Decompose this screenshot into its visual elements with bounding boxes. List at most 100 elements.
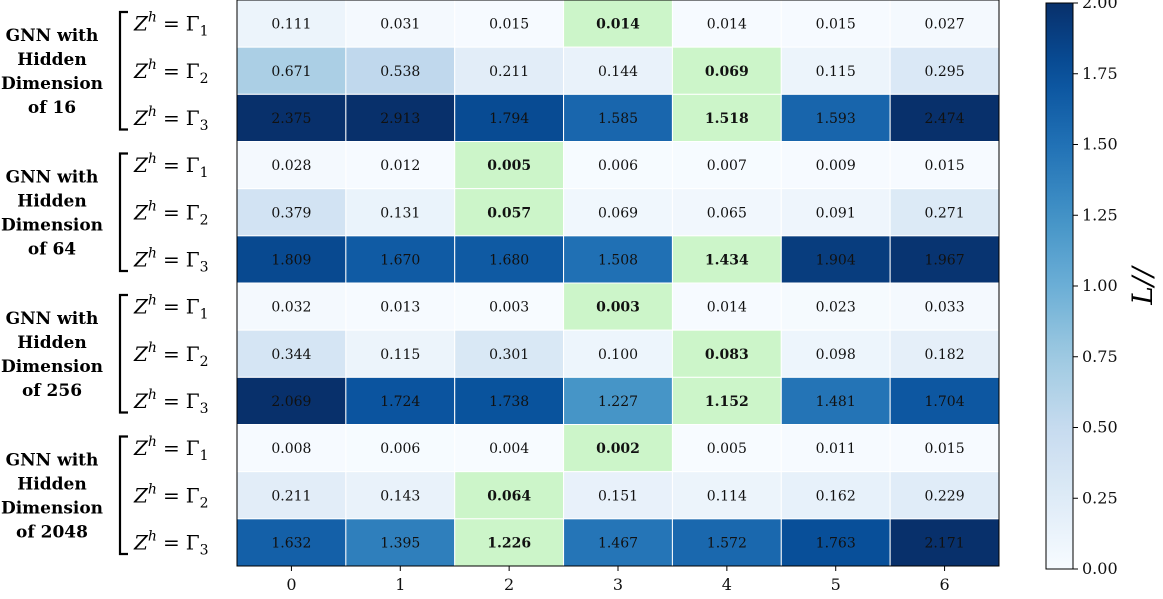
group-label-3-line-3: of 2048 [16,522,88,542]
cell-g1-r0-c2 [454,141,565,190]
cell-value-g1-r2-c6: 1.967 [925,252,965,268]
cell-g3-r2-c1 [345,518,456,567]
cell-value-g1-r2-c4: 1.434 [705,252,749,268]
cell-value-g3-r2-c5: 1.763 [816,535,856,551]
cell-value-g1-r2-c3: 1.508 [598,252,638,268]
cell-g1-r1-c3 [563,188,673,237]
cell-value-g0-r0-c3: 0.014 [596,17,640,33]
cell-value-g2-r2-c2: 1.738 [489,394,529,410]
cell-g3-r2-c5 [780,518,891,567]
group-label-3-line-2: Dimension [1,498,103,518]
cell-value-g2-r1-c5: 0.098 [816,347,856,363]
cell-value-g2-r1-c6: 0.182 [925,347,965,363]
row-label-g1-r1: Zh = Γ2 [133,198,209,228]
cell-g1-r0-c3 [563,141,673,190]
cell-value-g0-r2-c1: 2.913 [380,111,420,127]
group-label-0-line-3: of 16 [28,98,76,118]
cell-value-g3-r1-c6: 0.229 [925,488,965,504]
x-tick-label-6: 6 [939,575,949,594]
x-axis: 0 1 2 3 4 5 6 [286,566,950,594]
cell-g0-r1-c6 [889,46,1000,95]
cell-value-g2-r1-c4: 0.083 [705,347,749,363]
cell-value-g0-r0-c1: 0.031 [380,17,420,33]
group-bracket-0 [118,10,128,131]
row-label-g1-r2: Zh = Γ3 [133,245,209,275]
cell-value-g2-r2-c0: 2.069 [271,394,311,410]
cell-g2-r1-c6 [889,329,1000,378]
cell-g1-r1-c5 [780,188,891,237]
cell-value-g2-r0-c4: 0.014 [707,300,747,316]
cell-value-g3-r2-c0: 1.632 [271,535,311,551]
cell-g2-r1-c4 [671,329,782,378]
cell-value-g1-r1-c3: 0.069 [598,205,638,221]
cell-value-g3-r1-c1: 0.143 [380,488,420,504]
cell-value-g3-r0-c3: 0.002 [596,441,640,457]
cell-g0-r0-c2 [454,0,565,48]
cell-value-g0-r2-c4: 1.518 [705,111,749,127]
row-label-g1-r0: Zh = Γ1 [133,151,209,181]
cell-value-g2-r0-c5: 0.023 [816,300,856,316]
cell-value-g0-r1-c0: 0.671 [271,64,311,80]
cell-value-g1-r2-c0: 1.809 [271,252,311,268]
cell-g0-r1-c0 [236,46,347,95]
row-label-g2-r2: Zh = Γ3 [133,387,209,417]
x-tick-label-3: 3 [613,575,623,594]
cell-value-g2-r0-c2: 0.003 [489,300,529,316]
cell-value-g2-r1-c2: 0.301 [489,347,529,363]
cell-value-g0-r0-c2: 0.015 [489,17,529,33]
x-tick-label-4: 4 [722,575,732,594]
cell-value-g1-r0-c5: 0.009 [816,158,856,174]
cell-g3-r0-c4 [671,424,782,473]
cell-g1-r2-c5 [780,235,891,284]
x-tick-label-2: 2 [504,575,514,594]
cell-g2-r0-c2 [454,282,565,331]
heatmap-cells: 0.111 0.031 0.015 0.014 0.014 0.015 0.027 0.671… [236,0,1000,567]
cell-value-g1-r2-c2: 1.680 [489,252,529,268]
cell-g2-r1-c5 [780,329,891,378]
cell-g0-r0-c3 [563,0,673,48]
cell-g1-r2-c0 [236,235,347,284]
colorbar-tick-label-5: 1.25 [1082,205,1118,224]
cell-value-g0-r2-c0: 2.375 [271,111,311,127]
cell-value-g0-r1-c2: 0.211 [489,64,529,80]
cell-g3-r0-c3 [563,424,673,473]
row-label-g0-r2: Zh = Γ3 [133,104,209,134]
cell-value-g2-r1-c0: 0.344 [271,347,311,363]
cell-g0-r0-c4 [671,0,782,48]
colorbar-tick-label-6: 1.50 [1082,135,1118,154]
cell-value-g2-r2-c5: 1.481 [816,394,856,410]
cell-value-g2-r0-c3: 0.003 [596,300,640,316]
group-label-0-line-2: Dimension [1,74,103,94]
cell-g2-r2-c3 [563,376,673,426]
cell-g0-r2-c3 [563,93,673,143]
cell-g3-r1-c5 [780,471,891,520]
cell-value-g2-r2-c3: 1.227 [598,394,638,410]
cell-value-g0-r1-c5: 0.115 [816,64,856,80]
cell-g0-r2-c2 [454,93,565,143]
cell-value-g0-r2-c6: 2.474 [925,111,965,127]
row-label-g3-r0: Zh = Γ1 [133,434,209,464]
cell-g0-r2-c0 [236,93,347,143]
cell-value-g3-r2-c4: 1.572 [707,535,747,551]
group-bracket-2 [118,293,128,414]
cell-g0-r2-c1 [345,93,456,143]
group-label-3-line-0: GNN with [6,450,99,470]
cell-g0-r2-c4 [671,93,782,143]
colorbar-tick-label-0: 0.00 [1082,559,1118,578]
cell-value-g3-r0-c0: 0.008 [271,441,311,457]
cell-g2-r1-c1 [345,329,456,378]
group-label-1-line-0: GNN with [6,167,99,187]
cell-value-g2-r0-c1: 0.013 [380,300,420,316]
cell-value-g1-r1-c4: 0.065 [707,205,747,221]
cell-value-g2-r2-c1: 1.724 [380,394,420,410]
colorbar-tick-label-7: 1.75 [1082,64,1118,83]
cell-g3-r0-c6 [889,424,1000,473]
cell-g1-r2-c1 [345,235,456,284]
group-label-1-line-3: of 64 [28,239,76,259]
cell-g0-r0-c5 [780,0,891,48]
cell-value-g1-r0-c1: 0.012 [380,158,420,174]
cell-value-g0-r2-c3: 1.585 [598,111,638,127]
group-label-2-line-3: of 256 [22,381,82,401]
cell-value-g0-r0-c4: 0.014 [707,17,747,33]
row-group-labels: GNN with Hidden Dimension of 16 Zh = Γ1 Zh = Γ2 Zh… [1,10,209,559]
